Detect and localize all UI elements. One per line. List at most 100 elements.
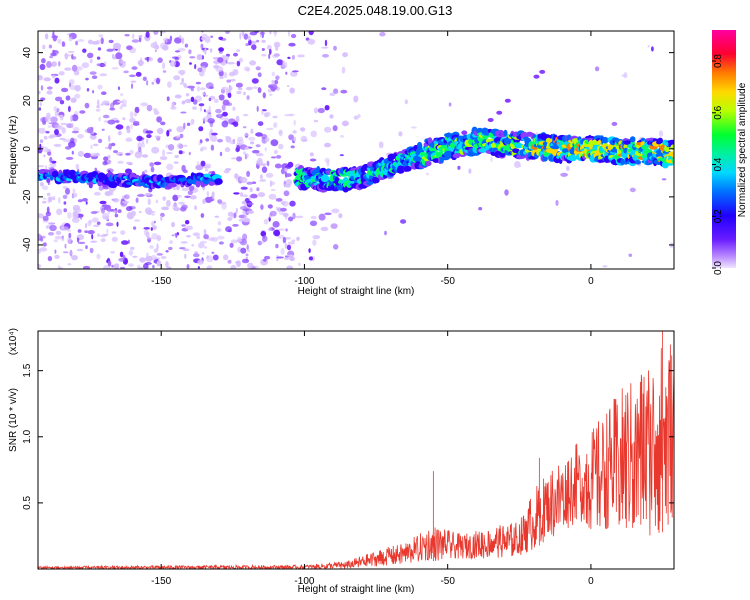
- noise-speckle: [171, 234, 175, 237]
- signal-blob: [671, 157, 674, 164]
- noise-speckle: [146, 134, 152, 139]
- noise-speckle: [151, 221, 155, 227]
- noise-speckle: [268, 193, 277, 200]
- noise-speckle: [49, 156, 53, 163]
- noise-speckle: [221, 86, 229, 91]
- noise-speckle: [379, 31, 386, 37]
- noise-speckle: [247, 262, 254, 269]
- x-tick-label: 0: [588, 576, 594, 587]
- noise-speckle: [147, 237, 153, 240]
- noise-speckle: [108, 39, 114, 44]
- noise-speckle: [146, 252, 149, 258]
- noise-speckle: [38, 248, 42, 254]
- noise-speckle: [160, 121, 166, 126]
- noise-speckle: [183, 84, 188, 89]
- noise-speckle: [236, 260, 241, 268]
- noise-speckle: [296, 236, 300, 241]
- noise-speckle: [309, 152, 314, 157]
- noise-speckle: [287, 31, 291, 37]
- noise-speckle: [67, 50, 75, 53]
- noise-speckle: [249, 31, 258, 36]
- noise-speckle: [285, 71, 288, 75]
- noise-speckle: [50, 116, 58, 123]
- noise-speckle: [245, 86, 253, 91]
- noise-speckle: [205, 138, 210, 142]
- signal-blob: [554, 158, 560, 162]
- noise-speckle: [410, 126, 417, 129]
- noise-speckle: [215, 108, 222, 114]
- noise-speckle: [130, 246, 135, 250]
- noise-speckle: [261, 110, 264, 115]
- noise-speckle: [249, 60, 256, 66]
- noise-speckle: [187, 190, 193, 195]
- noise-speckle: [56, 208, 63, 216]
- signal-blob: [195, 180, 201, 188]
- signal-blob: [629, 136, 636, 143]
- noise-speckle: [46, 90, 53, 95]
- noise-speckle: [62, 251, 69, 254]
- noise-speckle: [156, 77, 160, 85]
- noise-speckle: [87, 52, 94, 59]
- noise-speckle: [245, 43, 249, 47]
- noise-speckle: [229, 242, 234, 248]
- noise-speckle: [107, 119, 116, 125]
- noise-speckle: [197, 266, 200, 269]
- noise-speckle: [286, 254, 295, 257]
- noise-speckle: [154, 49, 157, 53]
- noise-speckle: [73, 193, 77, 198]
- noise-speckle: [232, 224, 239, 227]
- noise-speckle: [621, 74, 627, 77]
- noise-speckle: [38, 165, 45, 168]
- noise-speckle: [166, 96, 170, 102]
- noise-speckle: [107, 135, 111, 142]
- noise-speckle: [280, 207, 287, 212]
- noise-speckle: [112, 198, 120, 203]
- noise-speckle: [143, 227, 150, 230]
- signal-blob: [46, 178, 51, 183]
- noise-speckle: [264, 137, 270, 142]
- colorbar-label: Normalized spectral amplitude: [737, 82, 748, 217]
- spectrogram-image: [38, 31, 674, 269]
- noise-speckle: [131, 66, 138, 70]
- noise-speckle: [38, 264, 42, 269]
- noise-speckle: [237, 87, 243, 91]
- noise-speckle: [125, 137, 133, 142]
- noise-speckle: [353, 115, 359, 120]
- noise-speckle: [287, 161, 294, 168]
- signal-blob: [373, 177, 380, 184]
- noise-speckle: [263, 258, 267, 262]
- noise-speckle: [62, 194, 68, 199]
- noise-speckle: [246, 181, 253, 185]
- noise-speckle: [174, 37, 182, 44]
- signal-blob: [208, 181, 215, 186]
- noise-speckle: [137, 60, 145, 66]
- noise-speckle: [56, 108, 60, 113]
- noise-speckle: [181, 77, 185, 83]
- noise-speckle: [125, 152, 131, 156]
- noise-speckle: [227, 92, 232, 99]
- noise-speckle: [236, 60, 241, 67]
- noise-speckle: [246, 202, 254, 206]
- noise-speckle: [124, 34, 130, 37]
- noise-speckle: [192, 99, 198, 105]
- noise-speckle: [125, 206, 133, 212]
- noise-speckle: [110, 142, 116, 147]
- noise-speckle: [106, 48, 114, 52]
- noise-speckle: [218, 241, 224, 245]
- noise-speckle: [42, 197, 47, 200]
- noise-speckle: [238, 214, 246, 219]
- noise-speckle: [206, 265, 213, 269]
- noise-speckle: [602, 265, 608, 268]
- noise-speckle: [196, 235, 201, 240]
- noise-speckle: [111, 231, 117, 234]
- noise-speckle: [100, 103, 104, 106]
- noise-speckle: [174, 50, 181, 53]
- noise-speckle: [223, 169, 230, 174]
- noise-speckle: [242, 114, 249, 117]
- noise-speckle: [140, 102, 149, 107]
- signal-blob: [109, 181, 118, 189]
- x-tick-label: -50: [440, 576, 455, 587]
- noise-speckle: [272, 115, 278, 119]
- noise-speckle: [101, 91, 107, 95]
